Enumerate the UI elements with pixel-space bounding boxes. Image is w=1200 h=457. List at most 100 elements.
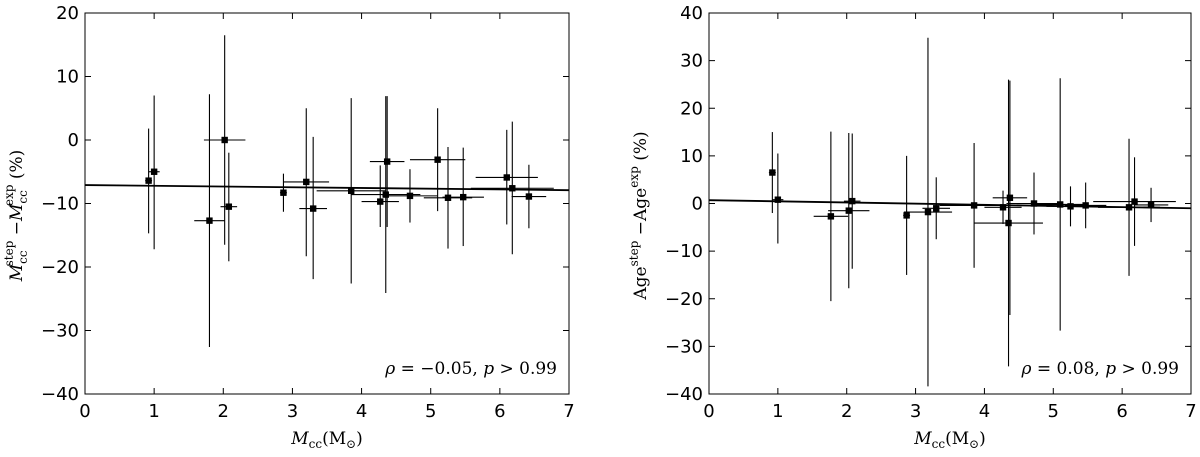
y-axis-label: Mccstep −Mccexp (%): [2, 150, 30, 283]
marker: [827, 213, 835, 220]
marker: [1131, 198, 1138, 205]
data-point: [828, 133, 870, 289]
y-tick-label: 10: [56, 67, 79, 88]
marker: [1082, 202, 1089, 209]
marker: [769, 169, 776, 176]
plot-area: [85, 35, 569, 348]
marker: [933, 205, 940, 212]
y-tick-label: −20: [665, 289, 703, 310]
data-point: [475, 129, 538, 225]
marker: [509, 185, 516, 192]
marker: [924, 208, 932, 216]
data-point: [1032, 78, 1088, 331]
y-tick-label: −30: [665, 336, 703, 357]
x-tick-label: 5: [425, 401, 436, 422]
marker: [309, 205, 317, 212]
y-tick-label: −30: [41, 321, 79, 342]
marker: [903, 212, 910, 219]
x-tick-label: 3: [910, 401, 921, 422]
data-point: [220, 152, 238, 262]
data-point: [843, 133, 861, 269]
x-tick-label: 7: [1185, 401, 1196, 422]
marker: [280, 189, 287, 196]
marker: [1030, 200, 1038, 207]
y-tick-label: −40: [41, 384, 79, 405]
data-point: [984, 190, 1022, 224]
x-tick-label: 7: [563, 401, 574, 422]
marker: [145, 177, 152, 184]
marker: [444, 194, 452, 201]
x-tick-label: 0: [703, 401, 714, 422]
marker: [225, 203, 233, 210]
marker: [1067, 203, 1074, 210]
marker: [503, 174, 510, 181]
data-point: [369, 96, 405, 227]
data-point: [361, 165, 399, 227]
x-axis-label: Mcc(M⊙): [290, 429, 363, 451]
x-tick-label: 4: [356, 401, 367, 422]
data-point: [903, 37, 953, 387]
data-point: [903, 155, 911, 275]
plot-area: [709, 37, 1191, 387]
x-tick-label: 5: [1048, 401, 1059, 422]
data-point: [409, 108, 466, 212]
data-point: [1064, 182, 1107, 229]
data-point: [283, 108, 330, 257]
marker: [525, 193, 533, 200]
marker: [221, 136, 228, 144]
y-tick-label: 40: [680, 3, 703, 24]
x-tick-label: 6: [1116, 401, 1127, 422]
marker: [774, 196, 782, 203]
y-axis-label: Agestep −Ageexp (%): [627, 131, 651, 300]
y-tick-label: 30: [680, 51, 703, 72]
data-point: [299, 136, 327, 280]
marker: [460, 193, 467, 201]
data-point: [470, 121, 554, 255]
marker: [382, 191, 389, 198]
x-tick-label: 1: [148, 401, 159, 422]
data-point: [1133, 187, 1169, 223]
y-tick-label: 0: [68, 130, 79, 151]
marker: [434, 156, 441, 163]
marker: [377, 198, 384, 205]
data-point: [992, 80, 1028, 315]
data-point: [939, 143, 1009, 268]
marker: [999, 204, 1007, 211]
data-point: [279, 173, 287, 212]
chart-right: 0 1 2 3 4 5 6 7 −40 −30 −20 −10 0 10 20 30 40 Mcc(M⊙) Ages…: [627, 3, 1197, 451]
x-axis-label: Mcc(M⊙): [913, 429, 986, 451]
marker: [206, 217, 213, 224]
marker: [1005, 219, 1012, 227]
data-point: [813, 131, 849, 302]
y-tick-label: −20: [41, 257, 79, 278]
y-tick-label: 10: [680, 146, 703, 167]
y-tick-label: 20: [56, 3, 79, 24]
marker: [383, 158, 391, 165]
x-tick-label: 4: [979, 401, 990, 422]
marker: [1006, 194, 1014, 201]
data-point: [772, 153, 784, 244]
y-tick-label: −40: [665, 384, 703, 405]
y-tick-label: −10: [41, 194, 79, 215]
data-point: [382, 169, 438, 223]
data-point: [974, 79, 1043, 367]
chart-left: 0 1 2 3 4 5 6 7 −40 −30 −20 −10 0 10 20 Mcc(M⊙) Mccstep …: [2, 3, 575, 451]
y-tick-label: −10: [665, 241, 703, 262]
fit-line: [85, 184, 569, 192]
marker: [150, 168, 158, 175]
data-point: [922, 177, 950, 240]
correlation-annotation: ρ = −0.05, p > 0.99: [384, 359, 557, 379]
x-tick-label: 0: [79, 401, 90, 422]
plot-frame: [84, 12, 570, 395]
marker: [1147, 201, 1155, 209]
y-tick-label: 20: [680, 98, 703, 119]
marker: [406, 192, 414, 200]
x-tick-label: 2: [218, 401, 229, 422]
marker: [303, 178, 310, 186]
x-tick-label: 6: [494, 401, 505, 422]
data-point: [145, 128, 153, 234]
marker: [970, 202, 978, 209]
x-tick-label: 2: [841, 401, 852, 422]
marker: [1125, 204, 1133, 211]
